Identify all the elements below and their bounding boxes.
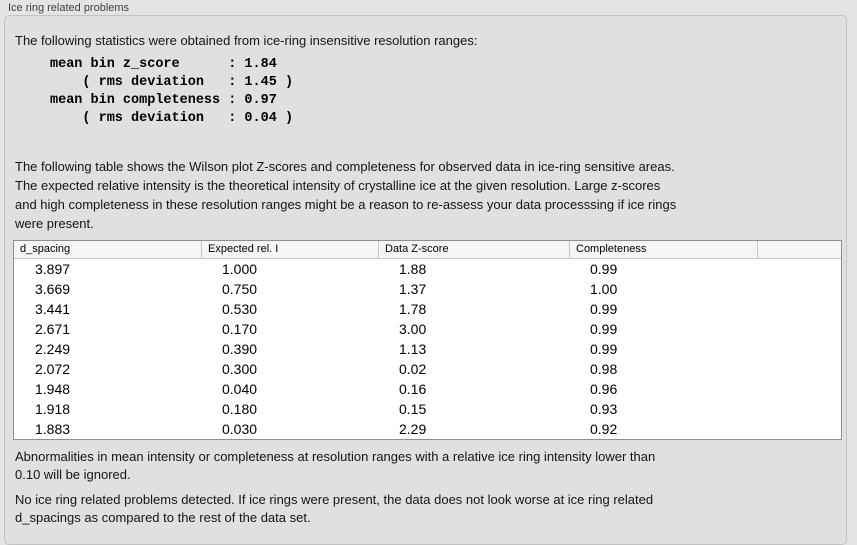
table-cell: 2.072 bbox=[35, 361, 71, 377]
ice-ring-table[interactable]: d_spacing Expected rel. I Data Z-score C… bbox=[13, 240, 842, 440]
table-cell: 3.00 bbox=[399, 321, 427, 337]
table-cell: 0.300 bbox=[222, 361, 258, 377]
table-cell bbox=[757, 319, 841, 339]
note-line: 0.10 will be ignored. bbox=[15, 467, 131, 482]
column-header-spacer bbox=[757, 241, 841, 258]
table-row[interactable]: 3.897 1.000 1.88 0.99 bbox=[14, 259, 841, 279]
table-cell: 0.170 bbox=[222, 321, 258, 337]
table-cell: 0.98 bbox=[590, 361, 618, 377]
table-row[interactable]: 1.918 0.180 0.15 0.93 bbox=[14, 399, 841, 419]
intro-paragraph: The following statistics were obtained f… bbox=[15, 31, 477, 50]
table-cell: 1.78 bbox=[399, 301, 427, 317]
conclusion-line: d_spacings as compared to the rest of th… bbox=[15, 510, 311, 525]
column-header-expected-rel-i[interactable]: Expected rel. I bbox=[201, 241, 378, 258]
table-cell bbox=[757, 419, 841, 439]
description-line: The expected relative intensity is the t… bbox=[15, 178, 661, 193]
table-cell: 0.15 bbox=[399, 401, 427, 417]
table-cell: 1.37 bbox=[399, 281, 427, 297]
table-cell bbox=[757, 339, 841, 359]
table-row[interactable]: 3.669 0.750 1.37 1.00 bbox=[14, 279, 841, 299]
panel-title: Ice ring related problems bbox=[8, 2, 130, 14]
ice-ring-groupbox: The following statistics were obtained f… bbox=[4, 15, 847, 545]
table-cell bbox=[757, 299, 841, 319]
table-cell: 1.13 bbox=[399, 341, 427, 357]
column-header-d-spacing[interactable]: d_spacing bbox=[20, 243, 71, 255]
table-cell bbox=[757, 279, 841, 299]
table-cell: 1.883 bbox=[35, 421, 71, 437]
table-cell: 0.92 bbox=[590, 421, 618, 437]
table-body: 3.897 1.000 1.88 0.99 3.669 0.750 1.37 1.00 3.44… bbox=[14, 259, 841, 439]
table-cell: 0.530 bbox=[222, 301, 258, 317]
table-row[interactable]: 1.948 0.040 0.16 0.96 bbox=[14, 379, 841, 399]
table-cell: 0.96 bbox=[590, 381, 618, 397]
table-row[interactable]: 1.883 0.030 2.29 0.92 bbox=[14, 419, 841, 439]
table-cell: 3.669 bbox=[35, 281, 71, 297]
table-cell: 1.918 bbox=[35, 401, 71, 417]
table-cell: 2.671 bbox=[35, 321, 71, 337]
table-cell: 0.93 bbox=[590, 401, 618, 417]
table-cell bbox=[757, 259, 841, 279]
table-cell: 0.99 bbox=[590, 301, 618, 317]
table-row[interactable]: 2.671 0.170 3.00 0.99 bbox=[14, 319, 841, 339]
table-cell: 0.16 bbox=[399, 381, 427, 397]
table-cell: 0.030 bbox=[222, 421, 258, 437]
description-line: were present. bbox=[15, 216, 94, 231]
table-cell: 0.99 bbox=[590, 261, 618, 277]
table-cell bbox=[757, 359, 841, 379]
table-cell: 0.02 bbox=[399, 361, 427, 377]
column-header-completeness[interactable]: Completeness bbox=[569, 241, 757, 258]
table-cell bbox=[757, 399, 841, 419]
description-line: The following table shows the Wilson plo… bbox=[15, 159, 675, 174]
note-line: Abnormalities in mean intensity or compl… bbox=[15, 449, 656, 464]
table-cell: 0.390 bbox=[222, 341, 258, 357]
table-header-row: d_spacing Expected rel. I Data Z-score C… bbox=[14, 241, 841, 259]
table-cell: 3.441 bbox=[35, 301, 71, 317]
table-cell: 2.29 bbox=[399, 421, 427, 437]
table-cell: 0.99 bbox=[590, 321, 618, 337]
table-cell: 1.88 bbox=[399, 261, 427, 277]
table-cell: 0.750 bbox=[222, 281, 258, 297]
intro-text: The following statistics were obtained f… bbox=[15, 33, 478, 48]
description-paragraph: The following table shows the Wilson plo… bbox=[15, 157, 676, 233]
table-cell: 1.948 bbox=[35, 381, 71, 397]
table-cell bbox=[757, 379, 841, 399]
table-cell: 0.99 bbox=[590, 341, 618, 357]
ice-ring-stats-block: mean bin z_score : 1.84 ( rms deviation … bbox=[50, 57, 294, 126]
table-cell: 0.180 bbox=[222, 401, 258, 417]
table-cell: 1.000 bbox=[222, 261, 258, 277]
table-row[interactable]: 2.249 0.390 1.13 0.99 bbox=[14, 339, 841, 359]
conclusion-line: No ice ring related problems detected. I… bbox=[15, 492, 654, 507]
table-cell: 0.040 bbox=[222, 381, 258, 397]
table-cell: 3.897 bbox=[35, 261, 71, 277]
conclusion-paragraph: No ice ring related problems detected. I… bbox=[15, 491, 653, 527]
table-cell: 2.249 bbox=[35, 341, 71, 357]
table-row[interactable]: 2.072 0.300 0.02 0.98 bbox=[14, 359, 841, 379]
column-header-data-z-score[interactable]: Data Z-score bbox=[378, 241, 569, 258]
description-line: and high completeness in these resolutio… bbox=[15, 197, 677, 212]
table-row[interactable]: 3.441 0.530 1.78 0.99 bbox=[14, 299, 841, 319]
note-paragraph: Abnormalities in mean intensity or compl… bbox=[15, 448, 655, 484]
table-cell: 1.00 bbox=[590, 281, 618, 297]
